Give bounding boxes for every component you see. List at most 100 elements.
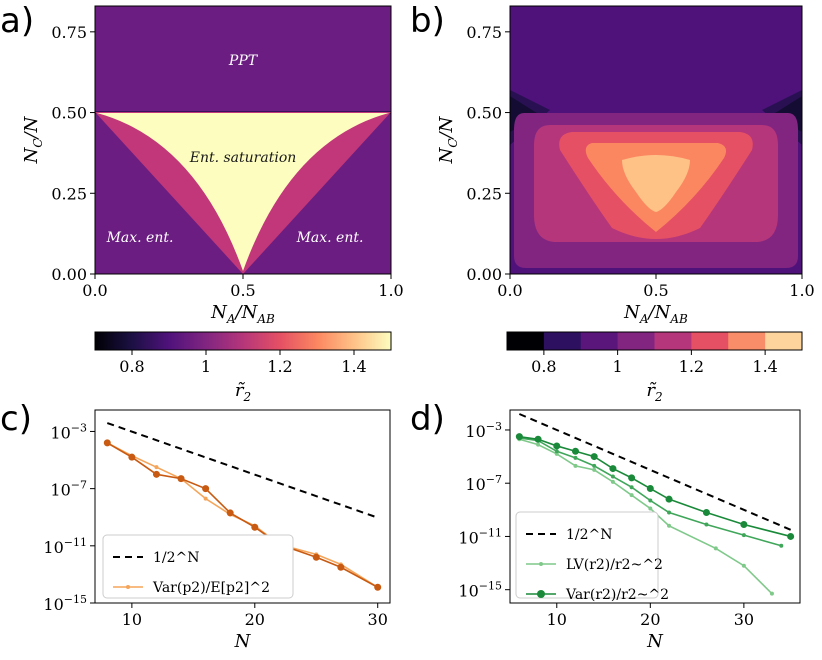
panel-d-data-point	[571, 447, 579, 455]
panel-b-cbar-tick-label: 1	[613, 357, 623, 376]
panel-b-ylabel: NC/N	[436, 115, 460, 164]
panel-c-data-point	[251, 523, 259, 531]
panel-d-data-point	[573, 463, 578, 468]
colorbar-b-bin	[728, 332, 766, 350]
colorbar-a: 0.8 1 1.2 1.4 r̃2	[94, 331, 392, 404]
panel-b-label: b)	[410, 1, 445, 41]
colorbar-b-bin	[654, 332, 692, 350]
panel-a-cbar-tick-label: 1	[201, 357, 211, 376]
panel-d-data-point	[740, 520, 748, 528]
region-max-ent-left-label: Max. ent.	[106, 230, 174, 246]
panel-a-cbar-tick-label: 0.8	[119, 357, 144, 376]
panel-c-ytick-label: 10−7	[50, 479, 87, 500]
panel-d-legend-label: 1/2^N	[566, 527, 613, 543]
panel-c-legend-label: 1/2^N	[153, 550, 200, 566]
panel-a-xtick-label: 0.0	[82, 281, 107, 300]
panel-c-legend-label: Var(p2)/E[p2]^2	[152, 580, 270, 596]
panel-a-ytick-label: 0.50	[51, 104, 87, 123]
panel-b-xtick-label: 0.5	[643, 281, 668, 300]
panel-c-data-point	[152, 470, 160, 478]
panel-d-data-point	[769, 591, 774, 596]
panel-d-data-point	[515, 433, 523, 441]
panel-a-xlabel: NA/NAB	[210, 302, 275, 326]
panel-d-data-point	[573, 455, 578, 460]
colorbar-b: 0.8 1 1.2 1.4 r̃2	[506, 331, 803, 404]
panel-d-series-line-0	[518, 413, 792, 531]
panel-d-data-point	[787, 532, 795, 540]
panel-d-data-point	[609, 465, 617, 473]
colorbar-b-bin	[617, 332, 655, 350]
panel-d-data-point	[665, 495, 673, 503]
panel-c-data-point	[337, 563, 345, 571]
panel-d-ytick-label: 10−3	[465, 420, 502, 441]
panel-d-data-point	[704, 522, 709, 527]
panel-d-data-point	[592, 467, 597, 472]
colorbar-b-bin	[507, 332, 545, 350]
panel-b-xtick-label: 0.0	[497, 281, 522, 300]
panel-d-lineplot: 10 20 30 10−3 10−7 10−11 10−15 N 1/2^N LV(r2)/r2~…	[458, 409, 801, 652]
panel-d-data-point	[534, 435, 542, 443]
colorbar-b-bin	[691, 332, 729, 350]
panel-d-ytick-label: 10−11	[458, 526, 502, 547]
panel-c-xtick-label: 10	[122, 610, 142, 629]
panel-d-xtick-label: 10	[547, 610, 567, 629]
panel-d-data-point	[667, 510, 672, 515]
panel-c-data-point	[202, 485, 210, 493]
panel-d-data-point	[702, 508, 710, 516]
panel-d-series-line-2	[519, 437, 782, 547]
panel-c-data-point	[226, 509, 234, 517]
panel-c-data-point	[312, 553, 320, 561]
panel-d-ytick-label: 10−15	[458, 580, 502, 601]
panel-a-ytick-label: 0.25	[51, 184, 87, 203]
contour-b-level-1.4	[622, 155, 690, 212]
panel-d-ytick-label: 10−7	[465, 473, 502, 494]
colorbar-b-bin	[580, 332, 619, 350]
panel-d-data-point	[779, 543, 784, 548]
panel-a-cbar-tick-label: 1.2	[267, 357, 292, 376]
panel-d-data-point	[590, 453, 598, 461]
panel-d-label: d)	[410, 399, 445, 439]
panel-c-data-point	[203, 496, 208, 501]
panel-b-xtick-label: 1.0	[789, 281, 814, 300]
panel-d-data-point	[610, 474, 615, 479]
panel-a-ytick-label: 0.75	[51, 23, 87, 42]
panel-c-xtick-label: 20	[245, 610, 265, 629]
panel-d-data-point	[629, 485, 634, 490]
panel-d-data-point	[629, 493, 634, 498]
panel-c-legend	[102, 534, 294, 599]
panel-d-xlabel: N	[646, 631, 664, 652]
panel-d-legend	[515, 511, 659, 599]
panel-b-ytick-label: 0.25	[466, 184, 502, 203]
panel-d-xtick-label: 20	[640, 610, 660, 629]
panel-c-ytick-label: 10−11	[43, 536, 87, 557]
panel-d-legend-marker	[537, 590, 545, 598]
panel-d-data-point	[628, 474, 636, 482]
region-max-ent-right-label: Max. ent.	[296, 230, 364, 246]
panel-a-heatmap: PPT Ent. saturation Max. ent. Max. ent. …	[21, 5, 404, 326]
panel-b-ytick-label: 0.50	[466, 104, 502, 123]
panel-b-xlabel: NA/NAB	[623, 302, 688, 326]
panel-b-contour: 0.0 0.5 1.0 0.00 0.25 0.50 0.75 NA/NAB NC/N	[436, 5, 815, 326]
panel-d-frame	[509, 409, 801, 604]
panel-c-xlabel: N	[234, 631, 252, 652]
colorbar-b-bin	[765, 332, 803, 350]
panel-d-legend-label: Var(r2)/r2~^2	[565, 587, 669, 603]
panel-b-cbar-label: r̃2	[646, 380, 662, 404]
region-saturation-label: Ent. saturation	[189, 150, 297, 166]
panel-d-series-line-1	[519, 438, 773, 595]
panel-a-cbar-label: r̃2	[235, 380, 251, 404]
panel-a-xtick-label: 0.5	[230, 281, 255, 300]
panel-b-ytick-label: 0.75	[466, 23, 502, 42]
panel-c-data-point	[374, 583, 382, 591]
panel-c-series-line-0	[106, 422, 379, 519]
panel-d-data-point	[713, 546, 718, 551]
panel-c-legend-marker	[126, 585, 130, 589]
panel-d-data-point	[667, 523, 672, 528]
panel-c-lineplot: 10 20 30 10−3 10−7 10−11 10−15 N 1/2^N Var(p2)/E[…	[43, 409, 391, 652]
panel-d-data-point	[610, 479, 615, 484]
panel-a-xtick-label: 1.0	[378, 281, 403, 300]
panel-a-ytick-label: 0.00	[51, 265, 87, 284]
panel-c-ytick-label: 10−15	[43, 593, 87, 614]
panel-d-data-point	[741, 563, 746, 568]
